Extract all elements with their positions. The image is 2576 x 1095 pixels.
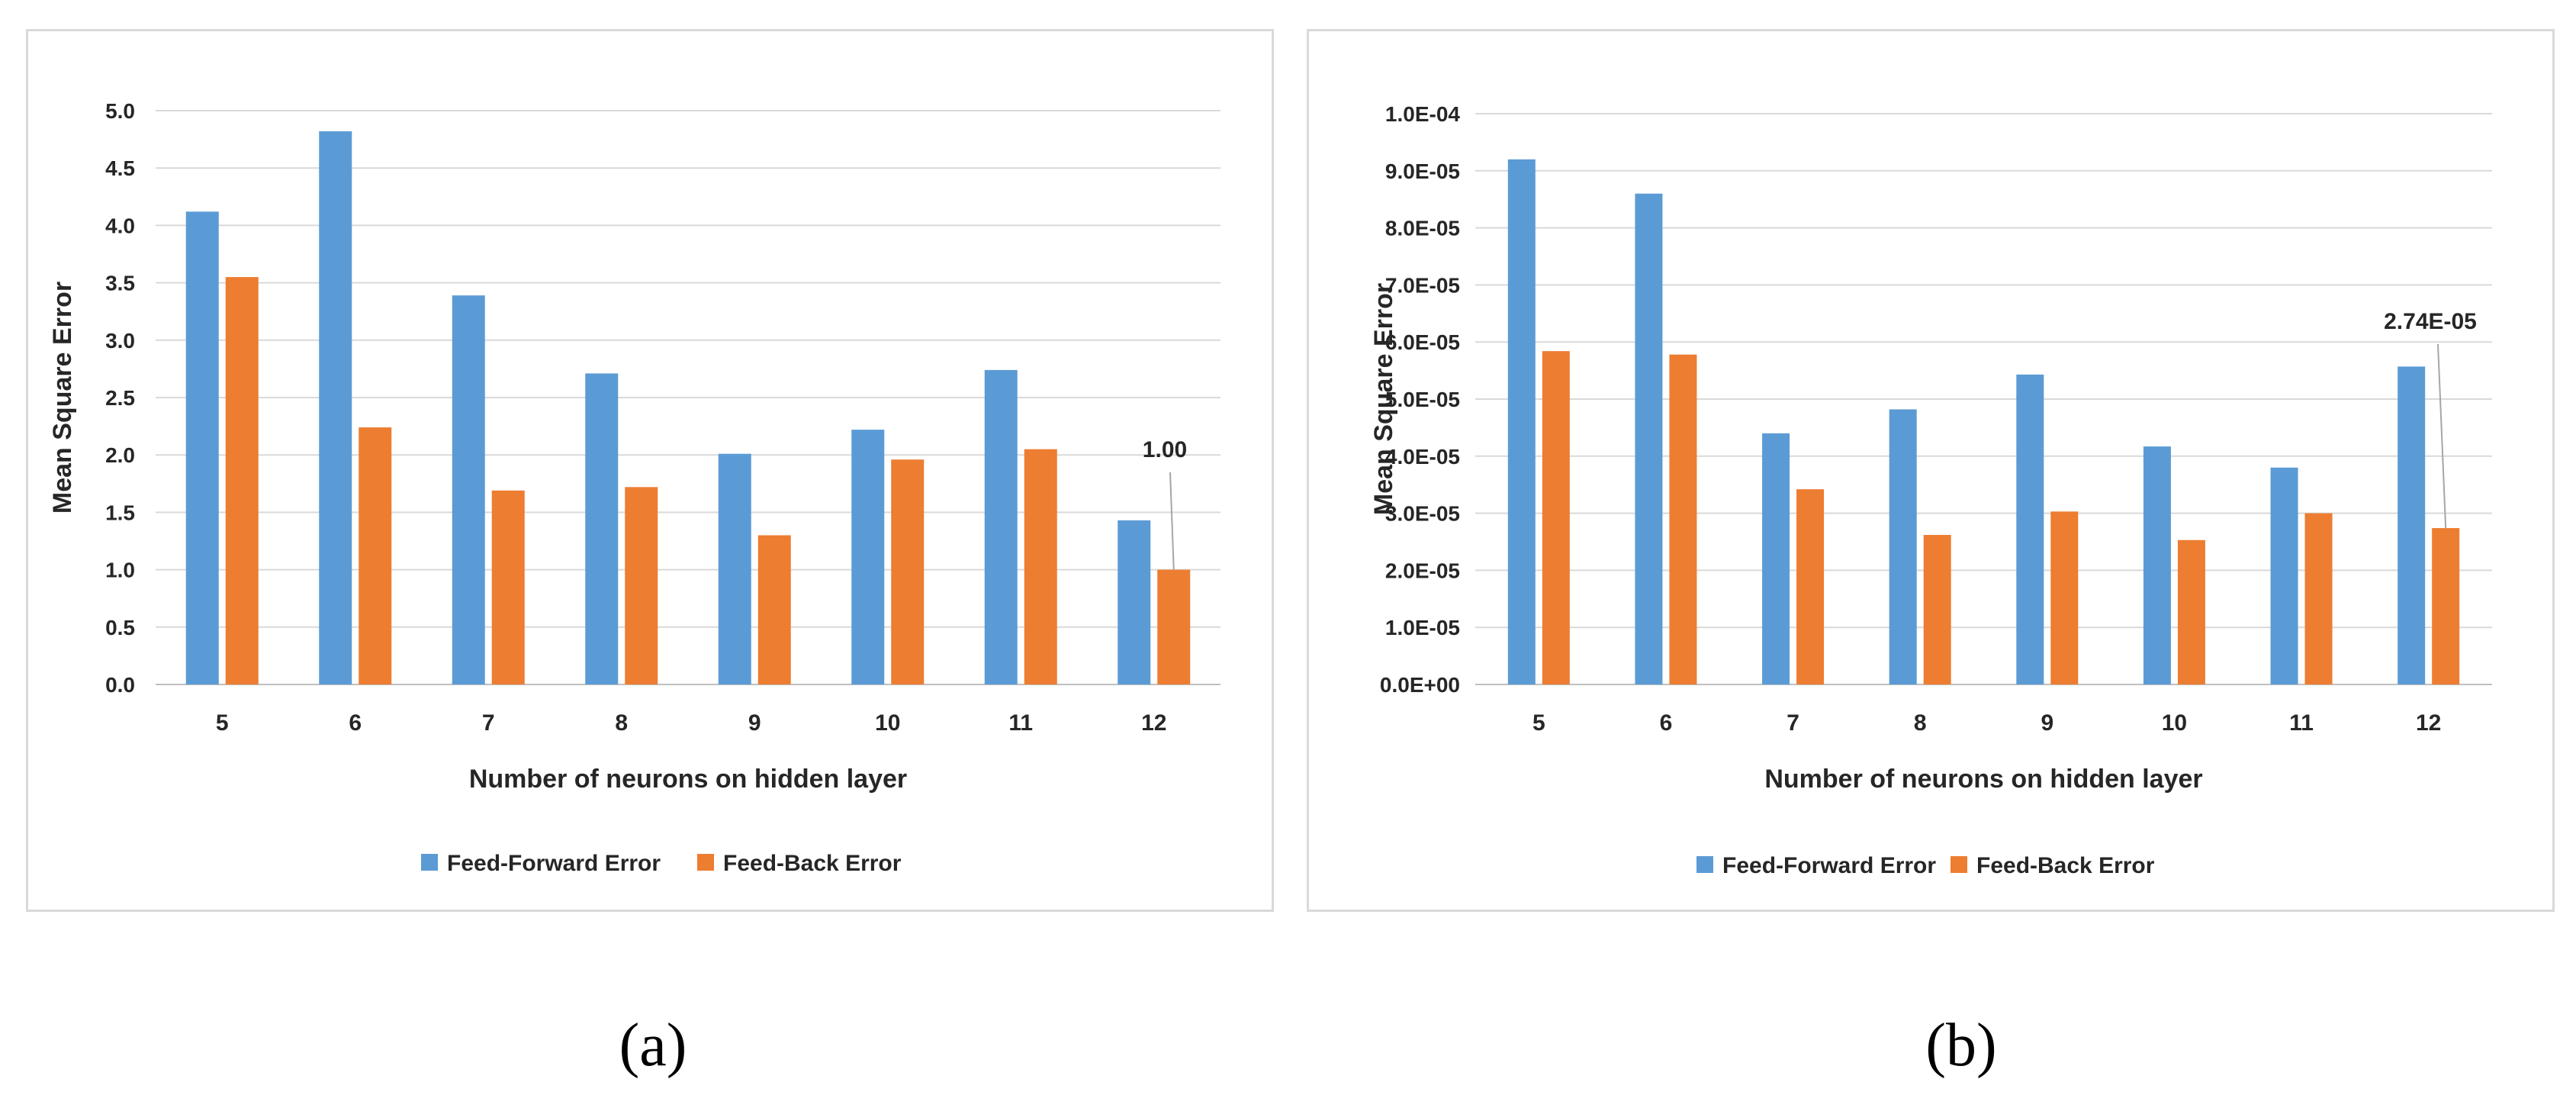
bar-feed-back-5 xyxy=(1542,351,1570,684)
y-tick-label: 7.0E-05 xyxy=(1385,273,1460,297)
data-label-annotation: 1.00 xyxy=(1143,437,1187,462)
bar-feed-forward-12 xyxy=(2398,366,2426,684)
y-tick-label: 0.5 xyxy=(105,616,135,639)
bar-feed-back-9 xyxy=(2050,511,2079,684)
y-tick-label: 8.0E-05 xyxy=(1385,217,1460,240)
x-tick-label: 8 xyxy=(615,710,628,736)
x-tick-label: 5 xyxy=(1532,710,1545,736)
legend-label-feed-back: Feed-Back Error xyxy=(723,851,902,876)
bar-feed-back-8 xyxy=(625,487,658,684)
x-tick-label: 9 xyxy=(748,710,761,736)
legend-label-feed-forward: Feed-Forward Error xyxy=(1722,853,1936,878)
x-tick-label: 11 xyxy=(2289,710,2314,736)
bar-feed-back-5 xyxy=(225,277,259,685)
x-tick-label: 7 xyxy=(1786,710,1799,736)
bar-feed-forward-8 xyxy=(585,373,619,684)
y-tick-label: 4.0E-05 xyxy=(1385,445,1460,469)
bar-feed-forward-11 xyxy=(984,369,1018,684)
x-tick-label: 10 xyxy=(875,710,900,736)
x-tick-label: 7 xyxy=(482,710,495,736)
y-tick-label: 0.0E+00 xyxy=(1380,673,1460,697)
x-axis-title: Number of neurons on hidden layer xyxy=(1764,765,2202,794)
bar-feed-forward-8 xyxy=(1889,409,1917,684)
y-tick-label: 1.0E-04 xyxy=(1385,102,1460,126)
data-label-annotation: 2.74E-05 xyxy=(2384,309,2477,334)
chart-panel-b: 0.0E+00 1.0E-05 2.0E-05 3.0E-05 4.0E-05 5.0E-… xyxy=(1307,29,2555,912)
bar-feed-forward-11 xyxy=(2270,467,2298,684)
y-tick-label: 9.0E-05 xyxy=(1385,159,1460,183)
y-tick-label: 2.0 xyxy=(105,443,135,467)
x-tick-label: 8 xyxy=(1914,710,1927,736)
bar-feed-back-10 xyxy=(2177,539,2205,684)
legend-swatch-feed-forward xyxy=(1696,856,1713,873)
chart-a-svg: 0.0 0.5 1.0 1.5 2.0 2.5 3.0 3.5 4.0 4.5 5.0 5 6 7 8 9 10… xyxy=(48,99,1220,876)
x-tick-label: 10 xyxy=(2162,710,2187,736)
bar-feed-forward-7 xyxy=(452,295,485,684)
bar-feed-forward-6 xyxy=(319,131,352,684)
bar-feed-forward-7 xyxy=(1762,433,1790,684)
bar-feed-back-6 xyxy=(1669,354,1697,684)
bar-feed-forward-6 xyxy=(1635,193,1663,685)
bar-feed-back-9 xyxy=(757,535,791,684)
bar-feed-back-12 xyxy=(2432,528,2460,684)
bar-feed-forward-10 xyxy=(851,430,885,684)
y-axis-title: Mean Square Error xyxy=(48,282,77,514)
chart-b-svg: 0.0E+00 1.0E-05 2.0E-05 3.0E-05 4.0E-05 5.0E-… xyxy=(1369,102,2492,878)
bar-feed-forward-10 xyxy=(2143,446,2171,684)
bar-feed-forward-5 xyxy=(185,211,219,684)
y-tick-label: 2.5 xyxy=(105,386,135,410)
bar-feed-back-7 xyxy=(1796,489,1825,684)
y-tick-label: 1.0 xyxy=(105,559,135,582)
legend-swatch-feed-back xyxy=(1950,856,1967,873)
y-axis-title: Mean Square Error xyxy=(1369,283,1398,515)
y-tick-label: 1.0E-05 xyxy=(1385,616,1460,639)
legend-swatch-feed-forward xyxy=(421,854,438,871)
bar-feed-forward-5 xyxy=(1507,159,1536,685)
bar-feed-back-6 xyxy=(359,427,392,684)
x-axis-title: Number of neurons on hidden layer xyxy=(469,765,907,794)
x-tick-label: 11 xyxy=(1008,710,1033,736)
y-tick-label: 3.5 xyxy=(105,272,135,295)
y-tick-label: 5.0 xyxy=(105,99,135,123)
bar-feed-back-8 xyxy=(1923,535,1951,684)
y-tick-label: 3.0 xyxy=(105,329,135,353)
y-tick-label: 4.5 xyxy=(105,156,135,180)
y-tick-label: 0.0 xyxy=(105,673,135,697)
bar-feed-forward-12 xyxy=(1118,520,1151,684)
x-tick-label: 12 xyxy=(1141,710,1166,736)
bar-feed-back-11 xyxy=(2304,513,2333,684)
caption-b: (b) xyxy=(1925,1012,1997,1079)
y-tick-label: 3.0E-05 xyxy=(1385,502,1460,526)
annotation-leader-line xyxy=(1169,472,1175,570)
bar-feed-forward-9 xyxy=(718,453,751,684)
x-tick-label: 5 xyxy=(216,710,229,736)
chart-panel-a: 0.0 0.5 1.0 1.5 2.0 2.5 3.0 3.5 4.0 4.5 5.0 5 6 7 8 9 10… xyxy=(26,29,1274,912)
bar-feed-back-12 xyxy=(1157,569,1191,684)
legend-label-feed-forward: Feed-Forward Error xyxy=(447,851,661,876)
x-tick-label: 12 xyxy=(2416,710,2441,736)
x-tick-label: 6 xyxy=(1660,710,1673,736)
annotation-leader-line xyxy=(2437,343,2447,529)
legend-label-feed-back: Feed-Back Error xyxy=(1976,853,2155,878)
caption-a: (a) xyxy=(619,1012,687,1079)
y-tick-label: 2.0E-05 xyxy=(1385,559,1460,582)
bar-feed-forward-9 xyxy=(2016,374,2044,684)
bar-feed-back-11 xyxy=(1024,449,1057,684)
y-tick-label: 4.0 xyxy=(105,214,135,237)
y-tick-label: 6.0E-05 xyxy=(1385,330,1460,354)
legend-swatch-feed-back xyxy=(697,854,714,871)
y-tick-label: 1.5 xyxy=(105,501,135,524)
x-tick-label: 9 xyxy=(2041,710,2053,736)
y-tick-label: 5.0E-05 xyxy=(1385,388,1460,411)
bar-feed-back-10 xyxy=(891,459,925,684)
x-tick-label: 6 xyxy=(349,710,362,736)
bar-feed-back-7 xyxy=(491,490,525,684)
